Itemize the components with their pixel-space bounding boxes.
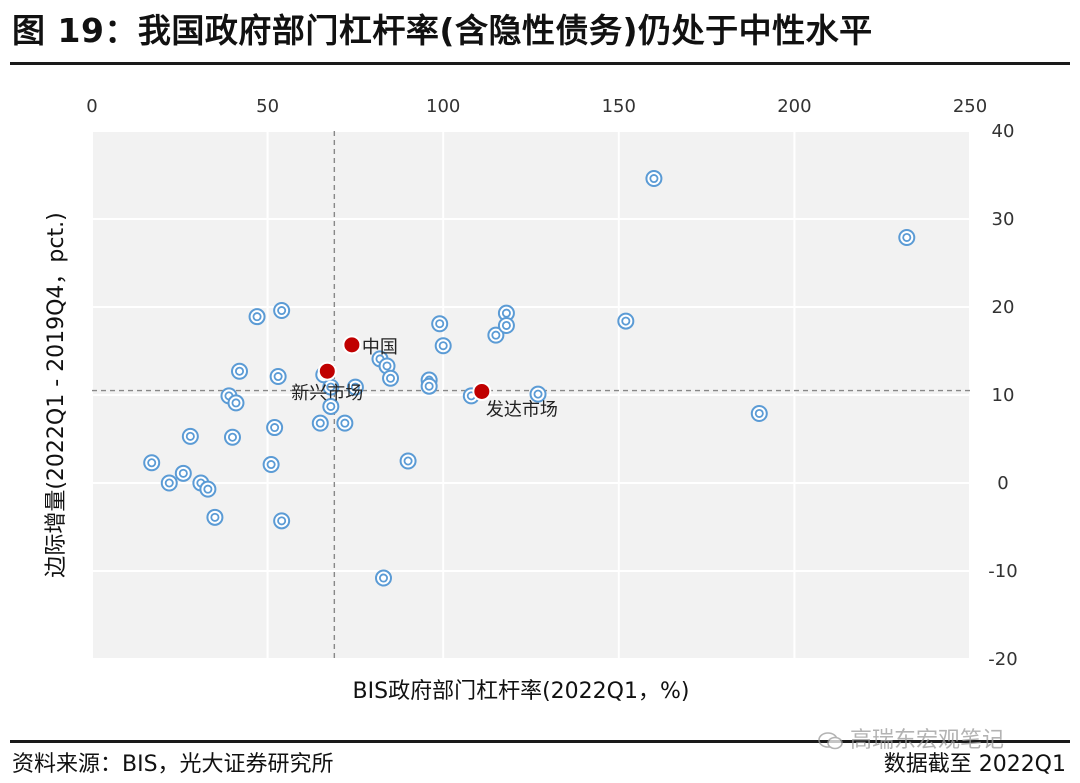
data-point-inner — [210, 512, 220, 522]
x-tick-label: 100 — [426, 96, 460, 117]
y-tick-label: 30 — [992, 209, 1015, 230]
data-point-inner — [277, 516, 287, 526]
data-point-inner — [378, 573, 388, 583]
data-point-inner — [266, 460, 276, 470]
scatter-chart: 0 50 100 150 200 250 -20 -10 0 10 20 30 40 BIS政府部门杠杆率… — [44, 96, 1018, 704]
y-tick-label: 0 — [997, 473, 1008, 494]
data-point-inner — [231, 398, 241, 408]
data-point-inner — [902, 232, 912, 242]
x-tick-label: 250 — [953, 96, 987, 117]
y-tick-label: -10 — [988, 561, 1017, 582]
wechat-icon — [818, 732, 843, 750]
data-point-inner — [350, 382, 360, 392]
title-rule — [10, 62, 1070, 65]
data-point-inner — [424, 381, 434, 391]
data-point-inner — [315, 418, 325, 428]
data-point-inner — [227, 432, 237, 442]
data-point-inner — [164, 478, 174, 488]
x-tick-label: 50 — [256, 96, 279, 117]
highlight-label: 发达市场 — [486, 399, 558, 420]
y-tick-label: 10 — [992, 385, 1015, 406]
data-point-inner — [491, 330, 501, 340]
data-date-note: 数据截至 2022Q1 — [883, 752, 1066, 777]
data-point-inner — [203, 484, 213, 494]
data-point-inner — [147, 458, 157, 468]
watermark: 高瑞东宏观笔记 — [818, 722, 1004, 754]
watermark-text: 高瑞东宏观笔记 — [850, 728, 1005, 753]
footer-rule — [10, 740, 1070, 743]
data-point-inner — [340, 418, 350, 428]
data-point-inner — [438, 341, 448, 351]
x-tick-label: 200 — [777, 96, 811, 117]
data-point-inner — [277, 306, 287, 316]
data-point-inner — [382, 361, 392, 371]
data-point-inner — [178, 468, 188, 478]
data-point-inner — [649, 174, 659, 184]
x-tick-label: 0 — [86, 96, 97, 117]
x-axis-label: BIS政府部门杠杆率(2022Q1，%) — [353, 679, 690, 704]
x-tick-label: 150 — [602, 96, 636, 117]
data-point-inner — [501, 308, 511, 318]
y-tick-label: 20 — [992, 297, 1015, 318]
data-point-inner — [270, 423, 280, 433]
data-point-inner — [403, 456, 413, 466]
data-point-inner — [252, 312, 262, 322]
data-point-inner — [533, 389, 543, 399]
highlight-point — [472, 381, 492, 401]
data-point-inner — [235, 366, 245, 376]
y-tick-label: 40 — [992, 121, 1015, 142]
data-point-inner — [273, 372, 283, 382]
highlight-label: 新兴市场 — [291, 383, 363, 404]
source-note: 资料来源：BIS，光大证券研究所 — [12, 752, 334, 777]
data-point-inner — [435, 319, 445, 329]
highlight-label: 中国 — [362, 337, 398, 358]
data-point-inner — [501, 320, 511, 330]
figure-title: 图 19：我国政府部门杠杆率(含隐性债务)仍处于中性水平 — [12, 11, 873, 50]
data-point-inner — [326, 382, 336, 392]
y-axis-label: 边际增量(2022Q1 - 2019Q4，pct.) — [44, 212, 69, 577]
data-point-inner — [621, 316, 631, 326]
data-point-inner — [185, 431, 195, 441]
y-tick-label: -20 — [988, 649, 1017, 670]
highlight-point — [342, 335, 362, 355]
highlight-point — [317, 361, 337, 381]
data-point-inner — [326, 401, 336, 411]
data-point-inner — [754, 408, 764, 418]
data-point-inner — [386, 373, 396, 383]
